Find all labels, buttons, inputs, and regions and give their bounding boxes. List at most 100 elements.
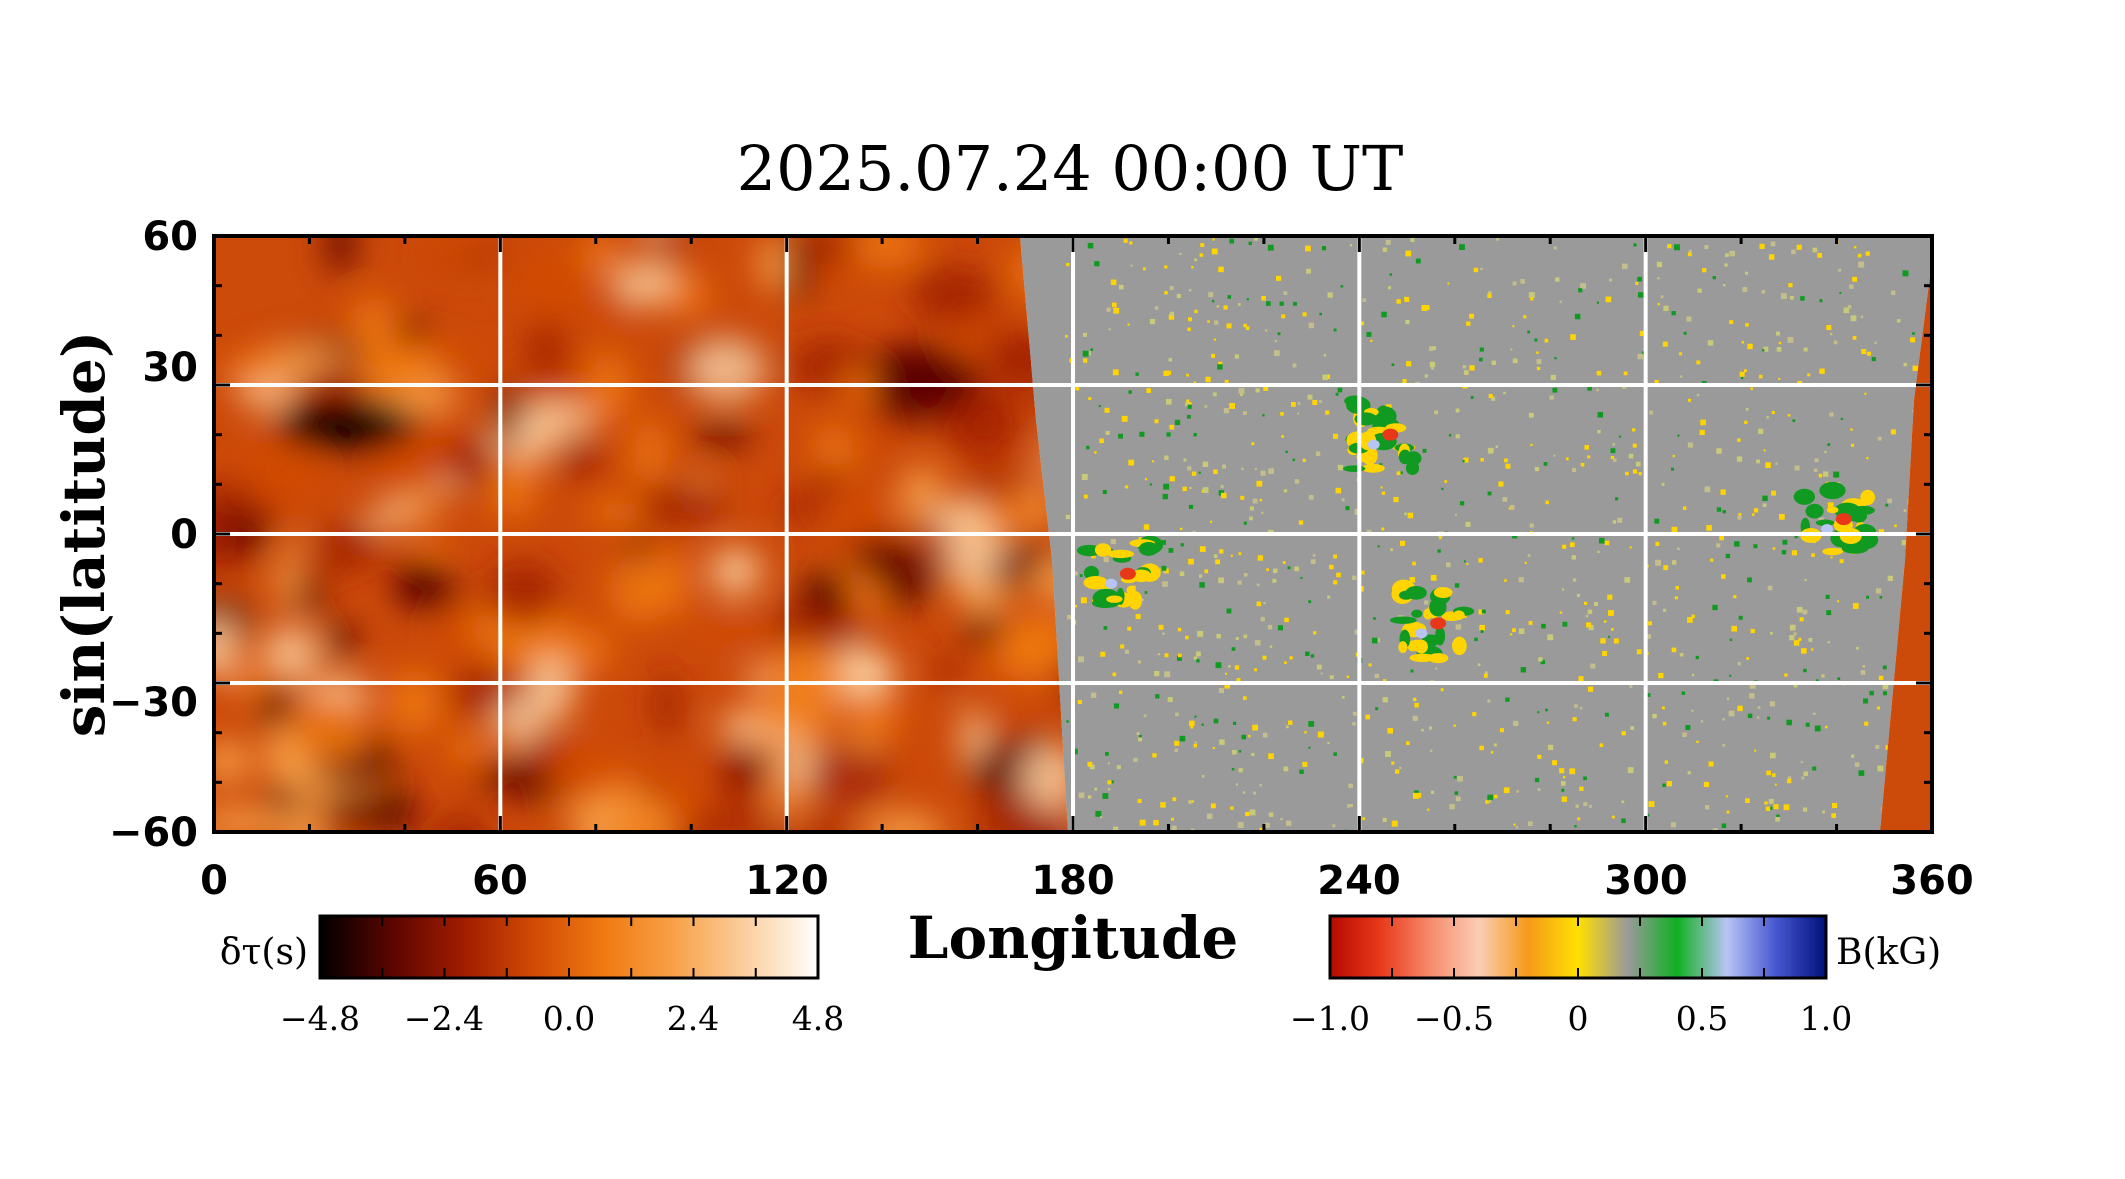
magnetogram-speckle xyxy=(1381,527,1385,531)
magnetogram-speckle xyxy=(1151,460,1155,463)
grid-lines xyxy=(214,236,1932,832)
magnetogram-speckle xyxy=(1603,620,1607,623)
active-region-patch xyxy=(1805,503,1824,519)
magnetogram-speckle xyxy=(1099,438,1104,444)
magnetogram-speckle xyxy=(1373,617,1376,620)
magnetogram-speckle xyxy=(1090,348,1094,351)
magnetogram-speckle xyxy=(1495,445,1498,448)
active-region xyxy=(1389,579,1475,664)
magnetogram-speckle xyxy=(1370,339,1373,342)
magnetogram-speckle xyxy=(1129,241,1133,245)
magnetogram-speckle xyxy=(1793,632,1797,636)
magnetogram-speckle xyxy=(1455,408,1460,413)
magnetogram-speckle xyxy=(1280,412,1284,416)
magnetogram-speckle xyxy=(1470,396,1474,399)
farside-texture-blob xyxy=(409,406,451,478)
magnetogram-speckle xyxy=(1213,469,1218,475)
magnetogram-speckle xyxy=(1671,526,1678,533)
magnetogram-speckle xyxy=(1765,462,1771,468)
magnetogram-speckle xyxy=(1319,400,1322,403)
magnetogram-speckle xyxy=(1217,364,1223,370)
magnetogram-speckle xyxy=(1570,334,1576,340)
magnetogram-speckle xyxy=(1491,360,1496,366)
magnetogram-speckle xyxy=(1194,258,1198,262)
magnetogram-speckle xyxy=(1389,273,1392,276)
magnetogram-speckle xyxy=(1455,796,1461,802)
magnetogram-speckle xyxy=(1864,392,1867,395)
magnetogram-speckle xyxy=(1196,659,1200,663)
magnetogram-speckle xyxy=(1204,569,1209,574)
magnetogram-speckle xyxy=(1513,720,1519,727)
magnetogram-speckle xyxy=(1852,603,1859,609)
farside-texture-blob xyxy=(849,685,900,742)
magnetogram-speckle xyxy=(1105,752,1109,756)
magnetogram-speckle xyxy=(1381,311,1387,318)
magnetogram-speckle xyxy=(1753,544,1758,549)
magnetogram-speckle xyxy=(1414,702,1419,708)
magnetogram-speckle xyxy=(1349,244,1353,247)
magnetogram-speckle xyxy=(1169,286,1174,291)
magnetogram-speckle xyxy=(1720,489,1726,495)
magnetogram-speckle xyxy=(1818,473,1823,478)
magnetogram-speckle xyxy=(1607,594,1613,600)
magnetogram-speckle xyxy=(1079,574,1083,578)
magnetogram-speckle xyxy=(1613,458,1617,462)
magnetogram-speckle xyxy=(1077,656,1084,663)
magnetogram-speckle xyxy=(1327,292,1333,298)
magnetogram-speckle xyxy=(1380,486,1383,489)
magnetogram-speckle xyxy=(1843,307,1850,314)
magnetogram-speckle xyxy=(1441,487,1444,491)
magnetogram-speckle xyxy=(1487,491,1492,496)
active-region-patch xyxy=(1453,610,1465,620)
magnetogram-speckle xyxy=(1094,451,1097,454)
magnetogram-speckle xyxy=(1722,743,1726,747)
active-region-patch xyxy=(1083,575,1108,590)
magnetogram-speckle xyxy=(1630,726,1635,730)
magnetogram-speckle xyxy=(1202,461,1209,468)
active-region-patch xyxy=(1093,591,1116,608)
magnetogram-speckle xyxy=(1712,604,1718,611)
magnetogram-speckle xyxy=(1480,630,1484,633)
colorbar-b-tick: −0.5 xyxy=(1414,999,1494,1038)
magnetogram-speckle xyxy=(1310,654,1315,658)
farside-texture-blob xyxy=(214,521,243,572)
magnetogram-speckle xyxy=(1750,387,1753,390)
magnetogram-speckle xyxy=(1484,671,1488,675)
magnetogram-speckle xyxy=(1211,299,1215,303)
magnetogram-speckle xyxy=(1407,512,1414,519)
active-region-patch xyxy=(1398,590,1414,600)
magnetogram-speckle xyxy=(1374,673,1380,679)
magnetogram-speckle xyxy=(1284,661,1287,664)
magnetogram-speckle xyxy=(1866,351,1871,356)
magnetogram-speckle xyxy=(1817,252,1823,258)
magnetogram-speckle xyxy=(1201,723,1204,726)
magnetogram-speckle xyxy=(1300,576,1303,579)
magnetogram-speckle xyxy=(1231,647,1236,651)
magnetogram-speckle xyxy=(1160,802,1166,808)
magnetogram-speckle xyxy=(1262,414,1265,417)
magnetogram-speckle xyxy=(1188,289,1192,292)
magnetogram-speckle xyxy=(1481,609,1486,614)
magnetogram-speckle xyxy=(1260,470,1266,476)
magnetogram-speckle xyxy=(1726,697,1730,701)
magnetogram-speckle xyxy=(1143,714,1147,718)
magnetogram-speckle xyxy=(1347,804,1351,808)
magnetogram-speckle xyxy=(1199,546,1206,552)
magnetogram-speckle xyxy=(1286,820,1292,826)
magnetogram-speckle xyxy=(1239,393,1243,397)
magnetogram-speckle xyxy=(1552,387,1558,393)
magnetogram-speckle xyxy=(1297,412,1300,415)
farside-texture-blob xyxy=(800,258,862,285)
magnetogram-speckle xyxy=(1469,365,1475,371)
farside-texture-blob xyxy=(325,620,359,658)
magnetogram-speckle xyxy=(1391,363,1395,367)
farside-texture-blob xyxy=(631,418,667,486)
magnetogram-speckle xyxy=(1267,624,1273,630)
magnetogram-speckle xyxy=(1262,655,1267,660)
magnetogram-speckle xyxy=(1823,471,1829,477)
magnetogram-speckle xyxy=(1512,325,1515,328)
magnetogram-speckle xyxy=(1199,582,1205,588)
magnetogram-speckle xyxy=(1798,637,1802,641)
magnetogram-speckle xyxy=(1528,412,1534,418)
magnetogram-speckle xyxy=(1768,798,1774,804)
